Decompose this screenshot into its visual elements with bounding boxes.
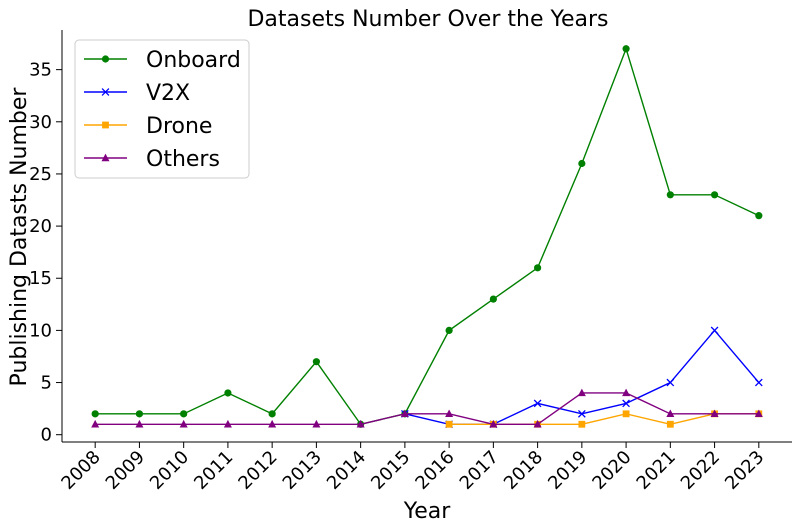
legend-marker bbox=[101, 153, 110, 162]
y-tick-label: 30 bbox=[29, 112, 52, 133]
data-point-onboard bbox=[534, 264, 542, 272]
y-tick-label: 10 bbox=[29, 320, 52, 341]
legend-marker bbox=[101, 55, 110, 63]
x-tick-label: 2013 bbox=[279, 447, 326, 494]
y-tick-label: 0 bbox=[41, 425, 52, 446]
chart-title: Datasets Number Over the Years bbox=[247, 7, 608, 32]
x-tick-label: 2010 bbox=[146, 447, 193, 494]
data-point-others bbox=[577, 388, 586, 397]
data-point-onboard bbox=[622, 45, 630, 53]
data-point-drone bbox=[666, 420, 674, 428]
data-point-onboard bbox=[666, 191, 674, 199]
data-point-others bbox=[91, 419, 100, 428]
x-tick-label: 2008 bbox=[57, 447, 104, 494]
legend-item-onboard: Onboard bbox=[84, 48, 241, 73]
x-tick-label: 2012 bbox=[234, 447, 281, 494]
data-point-onboard bbox=[268, 410, 276, 418]
series-onboard bbox=[91, 45, 763, 428]
legend-label: Drone bbox=[146, 114, 212, 139]
x-tick-label: 2021 bbox=[633, 447, 680, 494]
legend-item-v2x: V2X bbox=[84, 81, 190, 106]
x-tick-label: 2015 bbox=[367, 447, 414, 494]
data-point-drone bbox=[578, 420, 586, 428]
legend-marker bbox=[102, 121, 109, 129]
legend-item-drone: Drone bbox=[84, 114, 212, 139]
data-point-v2x bbox=[577, 409, 586, 418]
legend-label: V2X bbox=[146, 81, 190, 106]
data-point-onboard bbox=[578, 159, 586, 168]
data-point-drone bbox=[622, 410, 630, 418]
y-tick-label: 15 bbox=[29, 268, 52, 289]
data-point-onboard bbox=[489, 295, 497, 303]
y-tick-label: 5 bbox=[41, 373, 52, 394]
data-point-others bbox=[356, 419, 365, 428]
y-tick-label: 35 bbox=[29, 60, 52, 81]
x-tick-label: 2019 bbox=[544, 447, 591, 494]
data-point-v2x bbox=[710, 326, 719, 335]
data-point-others bbox=[400, 409, 409, 418]
legend-label: Others bbox=[146, 147, 220, 172]
x-tick-label: 2018 bbox=[500, 447, 547, 494]
series-line-others bbox=[95, 392, 759, 425]
x-tick-label: 2022 bbox=[677, 447, 724, 494]
data-point-others bbox=[666, 409, 675, 418]
x-tick-label: 2009 bbox=[102, 447, 149, 494]
legend-item-others: Others bbox=[84, 147, 220, 172]
data-point-v2x bbox=[666, 378, 675, 387]
data-point-others bbox=[710, 409, 719, 418]
data-point-onboard bbox=[445, 326, 453, 334]
data-point-others bbox=[179, 419, 188, 428]
series-line-v2x bbox=[404, 329, 760, 425]
data-point-onboard bbox=[755, 212, 763, 220]
data-point-onboard bbox=[91, 410, 99, 418]
data-point-others bbox=[268, 419, 277, 428]
x-tick-label: 2014 bbox=[323, 447, 370, 494]
data-point-others bbox=[489, 419, 498, 428]
data-point-others bbox=[533, 419, 542, 428]
x-axis-title: Year bbox=[403, 499, 452, 524]
series-others bbox=[91, 388, 763, 428]
legend-marker bbox=[101, 88, 110, 96]
x-tick-label: 2016 bbox=[411, 447, 458, 494]
data-point-others bbox=[312, 419, 321, 428]
legend: Onboard V2X Drone Others bbox=[74, 39, 250, 179]
data-point-onboard bbox=[180, 410, 188, 418]
data-point-v2x bbox=[754, 378, 763, 387]
data-point-others bbox=[135, 419, 144, 428]
data-point-drone bbox=[445, 420, 453, 428]
y-tick-label: 25 bbox=[29, 164, 52, 185]
data-point-others bbox=[622, 388, 631, 397]
data-point-onboard bbox=[710, 191, 719, 199]
data-point-onboard bbox=[135, 410, 144, 418]
series-v2x bbox=[401, 326, 763, 429]
series-line-onboard bbox=[95, 46, 760, 426]
x-tick-label: 2017 bbox=[456, 447, 503, 494]
x-tick-label: 2020 bbox=[588, 447, 635, 494]
data-point-v2x bbox=[533, 399, 542, 408]
data-point-others bbox=[445, 409, 454, 418]
data-point-others bbox=[754, 409, 763, 418]
data-point-onboard bbox=[312, 358, 320, 366]
data-point-onboard bbox=[224, 389, 232, 397]
legend-box bbox=[74, 39, 250, 179]
data-point-v2x bbox=[622, 399, 630, 408]
x-tick-label: 2011 bbox=[190, 447, 237, 494]
legend-label: Onboard bbox=[146, 48, 241, 73]
y-axis-title: Publishing Datasts Number bbox=[7, 87, 32, 387]
data-point-others bbox=[223, 419, 232, 428]
x-tick-label: 2023 bbox=[721, 447, 768, 494]
y-tick-label: 20 bbox=[29, 216, 52, 237]
